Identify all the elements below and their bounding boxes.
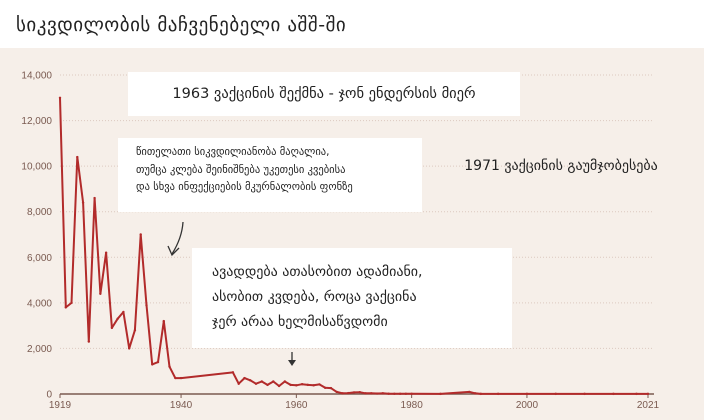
x-tick-label: 2000 xyxy=(516,400,539,411)
annotation-cases: ავადდება ათასობით ადამიანი, ასობით კვდებ… xyxy=(192,248,512,348)
data-point xyxy=(468,390,471,394)
data-point xyxy=(122,310,125,314)
y-tick-label: 6,000 xyxy=(27,253,52,264)
x-tick-label: 1940 xyxy=(170,400,193,411)
annotation-vaccine-1971-text: 1971 ვაქცინის გაუმჯობესება xyxy=(464,158,658,174)
data-point xyxy=(243,376,246,380)
data-point xyxy=(312,384,315,387)
data-point xyxy=(398,392,402,395)
data-point xyxy=(612,392,615,396)
data-point xyxy=(347,391,350,395)
data-point xyxy=(272,380,275,383)
arrow-small-head xyxy=(288,360,296,366)
y-tick-label: 8,000 xyxy=(27,207,52,218)
y-tick-label: 14,000 xyxy=(21,71,52,82)
data-point xyxy=(358,390,361,394)
data-point xyxy=(139,233,142,236)
x-tick-label: 2021 xyxy=(637,400,660,411)
data-series xyxy=(58,96,650,396)
arrow-head xyxy=(167,245,180,257)
data-point xyxy=(237,382,240,385)
data-point xyxy=(393,392,396,395)
data-point xyxy=(335,390,338,394)
data-point xyxy=(58,96,62,99)
data-point xyxy=(306,383,310,387)
data-point xyxy=(583,392,586,396)
data-point xyxy=(145,303,148,307)
data-point xyxy=(266,383,269,387)
y-tick-label: 2,000 xyxy=(27,344,52,355)
annotation-vaccine-1971: 1971 ვაქცინის გაუმჯობესება xyxy=(426,146,696,186)
data-point xyxy=(133,329,137,332)
data-point xyxy=(104,251,108,254)
data-point xyxy=(381,392,385,395)
annotation-line: ასობით კვდება, როცა ვაქცინა xyxy=(212,289,417,305)
data-point xyxy=(473,392,477,395)
y-tick-label: 0 xyxy=(46,390,52,401)
arrow-curve xyxy=(171,221,184,255)
data-point xyxy=(168,365,171,368)
data-point xyxy=(404,392,408,395)
chart-title: სიკვდილობის მაჩვენებელი აშშ-ში xyxy=(16,14,347,36)
annotation-vaccine-1963-text: 1963 ვაქცინის შექმნა - ჯონ ენდერსის მიერ xyxy=(172,86,476,102)
data-point xyxy=(496,392,500,396)
data-point xyxy=(295,384,298,387)
data-point xyxy=(635,392,638,396)
y-axis: 0 2,000 4,000 6,000 8,000 10,000 12,000 14,000 xyxy=(21,71,52,401)
data-point xyxy=(323,386,327,390)
data-point xyxy=(289,383,292,387)
data-point xyxy=(375,392,379,395)
data-point xyxy=(525,392,529,396)
data-point xyxy=(479,392,483,396)
data-point xyxy=(254,382,258,385)
data-point xyxy=(81,201,85,204)
y-tick-label: 10,000 xyxy=(21,162,52,173)
data-point xyxy=(249,379,252,382)
x-tick-label: 1960 xyxy=(285,400,308,411)
y-tick-label: 4,000 xyxy=(27,298,52,309)
x-tick-label: 1980 xyxy=(401,400,424,411)
annotation-line: წითელათი სიკვდილიანობა მაღალია, xyxy=(136,146,330,158)
data-point xyxy=(99,292,102,295)
data-point xyxy=(329,386,333,390)
data-point xyxy=(156,360,160,364)
data-point xyxy=(352,391,356,394)
data-point xyxy=(174,376,177,380)
data-point xyxy=(70,301,73,305)
annotation-vaccine-1963: 1963 ვაქცინის შექმნა - ჯონ ენდერსის მიერ xyxy=(128,72,520,116)
annotation-mortality-decline: წითელათი სიკვდილიანობა მაღალია, თუმცა კლ… xyxy=(118,138,422,212)
data-point xyxy=(277,384,281,388)
data-point xyxy=(341,392,344,395)
data-point xyxy=(110,326,114,330)
data-point xyxy=(439,392,442,396)
data-point xyxy=(162,319,165,323)
data-point xyxy=(231,371,235,374)
data-point xyxy=(151,363,154,366)
data-point xyxy=(387,392,390,395)
data-point xyxy=(179,376,183,380)
data-point xyxy=(64,306,67,309)
data-point xyxy=(87,340,91,343)
data-point xyxy=(300,383,304,386)
data-point xyxy=(646,392,650,396)
annotation-line: ავადდება ათასობით ადამიანი, xyxy=(212,264,423,280)
annotation-line: თუმცა კლება შეინიშნება უკეთესი კვებისა xyxy=(136,163,346,176)
data-point xyxy=(554,392,557,396)
data-point xyxy=(283,380,287,383)
data-point xyxy=(127,347,131,350)
data-point xyxy=(116,317,119,321)
data-point xyxy=(364,392,367,395)
data-point xyxy=(370,392,373,395)
annotation-line: და სხვა ინფექციების მკურნალობის ფონზე xyxy=(136,181,353,193)
x-tick-label: 1919 xyxy=(49,400,72,411)
y-tick-label: 12,000 xyxy=(21,116,52,127)
annotation-line: ჯერ არაა ხელმისაწვდომი xyxy=(212,314,388,330)
annotation-arrows xyxy=(167,221,296,366)
data-point xyxy=(318,383,321,386)
data-point xyxy=(410,392,413,395)
data-point xyxy=(260,380,263,383)
data-point xyxy=(76,155,79,159)
data-point xyxy=(93,196,96,200)
